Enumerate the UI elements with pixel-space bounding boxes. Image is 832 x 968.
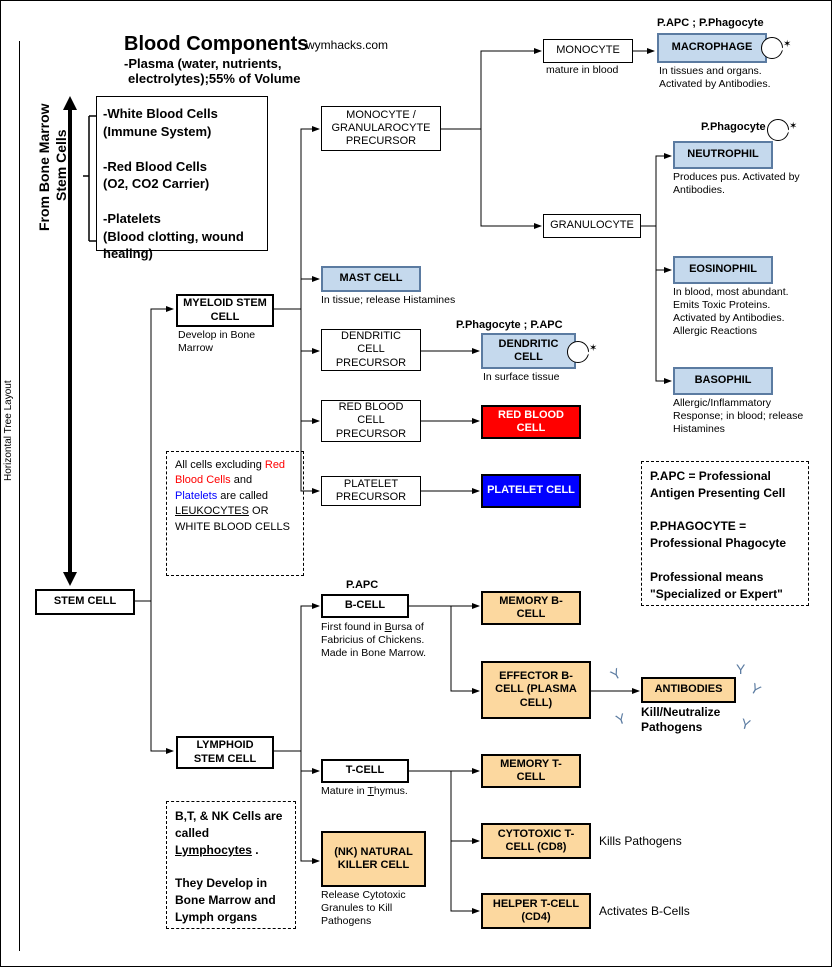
node-nk: (NK) NATURAL KILLER CELL xyxy=(321,831,426,887)
info-lymphocytes: B,T, & NK Cells are called Lymphocytes .… xyxy=(166,801,296,929)
antibody-icon-3: Y xyxy=(614,710,628,728)
node-monocyte: MONOCYTE xyxy=(543,39,633,63)
double-arrow xyxy=(61,96,79,586)
cap-dendritic: In surface tissue xyxy=(483,371,559,384)
node-bcell: B-CELL xyxy=(321,594,409,618)
info-papc: P.APC = Professional Antigen Presenting … xyxy=(641,461,809,606)
cap-cyto: Kills Pathogens xyxy=(599,834,682,849)
node-mem-tcell: MEMORY T-CELL xyxy=(481,754,581,788)
node-platelet: PLATELET CELL xyxy=(481,474,581,508)
tag-macrophage: P.APC ; P.Phagocyte xyxy=(657,17,764,31)
wbc-desc: (Immune System) xyxy=(103,124,211,139)
layout-label: Horizontal Tree Layout xyxy=(3,380,14,481)
info-leukocytes: All cells excluding Red Blood Cells and … xyxy=(166,451,304,576)
node-mem-bcell: MEMORY B-CELL xyxy=(481,591,581,625)
plt-desc: (Blood clotting, wound xyxy=(103,229,244,244)
node-dend-pre: DENDRITIC CELL PRECURSOR xyxy=(321,329,421,371)
subtitle2: electrolytes);55% of Volume xyxy=(128,71,300,87)
node-dendritic: DENDRITIC CELL xyxy=(481,333,576,369)
cap-myeloid: Develop in Bone Marrow xyxy=(178,329,273,355)
node-macrophage: MACROPHAGE xyxy=(657,33,767,63)
cap-antibodies: Kill/Neutralize Pathogens xyxy=(641,705,741,735)
divider xyxy=(19,41,20,951)
node-tcell: T-CELL xyxy=(321,759,409,783)
node-myeloid: MYELOID STEM CELL xyxy=(176,294,274,327)
spikes-icon: ✶ xyxy=(589,343,597,354)
node-cyto-tcell: CYTOTOXIC T-CELL (CD8) xyxy=(481,823,591,859)
antibody-icon: Y xyxy=(736,661,745,677)
node-rbc-pre: RED BLOOD CELL PRECURSOR xyxy=(321,400,421,442)
antibody-icon-5: Y xyxy=(608,665,624,684)
tag-neutrophil: P.Phagocyte xyxy=(701,121,766,135)
plt-desc2: healing) xyxy=(103,246,153,261)
spikes-icon-3: ✶ xyxy=(789,121,797,132)
phagocyte-icon-3 xyxy=(767,119,789,141)
cap-helper: Activates B-Cells xyxy=(599,904,690,919)
antibody-icon-4: Y xyxy=(739,715,752,733)
node-plt-pre: PLATELET PRECURSOR xyxy=(321,476,421,506)
tag-dendritic: P.Phagocyte ; P.APC xyxy=(456,319,563,333)
node-mast: MAST CELL xyxy=(321,266,421,292)
wbc-label: -White Blood Cells xyxy=(103,106,218,121)
cap-macrophage: In tissues and organs. Activated by Anti… xyxy=(659,65,794,91)
cap-neutrophil: Produces pus. Activated by Antibodies. xyxy=(673,171,808,197)
phagocyte-icon-2 xyxy=(761,37,783,59)
node-lymphoid: LYMPHOID STEM CELL xyxy=(176,736,274,769)
site-label: wymhacks.com xyxy=(306,38,388,53)
node-mono-gran-pre: MONOCYTE / GRANULAROCYTE PRECURSOR xyxy=(321,106,441,151)
node-eff-bcell: EFFECTOR B-CELL (PLASMA CELL) xyxy=(481,661,591,719)
cap-mast: In tissue; release Histamines xyxy=(321,294,455,307)
origin-label-1: From Bone Marrow xyxy=(36,103,52,231)
spikes-icon-2: ✶ xyxy=(783,39,791,50)
node-neutrophil: NEUTROPHIL xyxy=(673,141,773,169)
cap-basophil: Allergic/Inflammatory Response; in blood… xyxy=(673,397,813,436)
node-stem-cell: STEM CELL xyxy=(35,589,135,615)
rbc-desc: (O2, CO2 Carrier) xyxy=(103,176,209,191)
node-basophil: BASOPHIL xyxy=(673,367,773,395)
components-box: -White Blood Cells (Immune System) -Red … xyxy=(96,96,268,251)
cap-monocyte: mature in blood xyxy=(546,64,618,77)
node-granulocyte: GRANULOCYTE xyxy=(543,214,641,238)
node-helper-tcell: HELPER T-CELL (CD4) xyxy=(481,893,591,929)
rbc-label: -Red Blood Cells xyxy=(103,159,207,174)
node-rbc: RED BLOOD CELL xyxy=(481,405,581,439)
antibody-icon-2: Y xyxy=(748,680,764,699)
subtitle: -Plasma (water, nutrients, xyxy=(124,56,282,72)
node-antibodies: ANTIBODIES xyxy=(641,677,736,703)
plt-label: -Platelets xyxy=(103,211,161,226)
cap-nk: Release Cytotoxic Granules to Kill Patho… xyxy=(321,889,436,928)
page-title: Blood Components xyxy=(124,33,308,56)
cap-bcell: First found in Bursa of Fabricius of Chi… xyxy=(321,621,436,660)
tag-bcell: P.APC xyxy=(346,579,378,593)
phagocyte-icon xyxy=(567,341,589,363)
cap-eosinophil: In blood, most abundant. Emits Toxic Pro… xyxy=(673,286,813,339)
node-eosinophil: EOSINOPHIL xyxy=(673,256,773,284)
cap-tcell: Mature in Thymus. xyxy=(321,785,436,798)
